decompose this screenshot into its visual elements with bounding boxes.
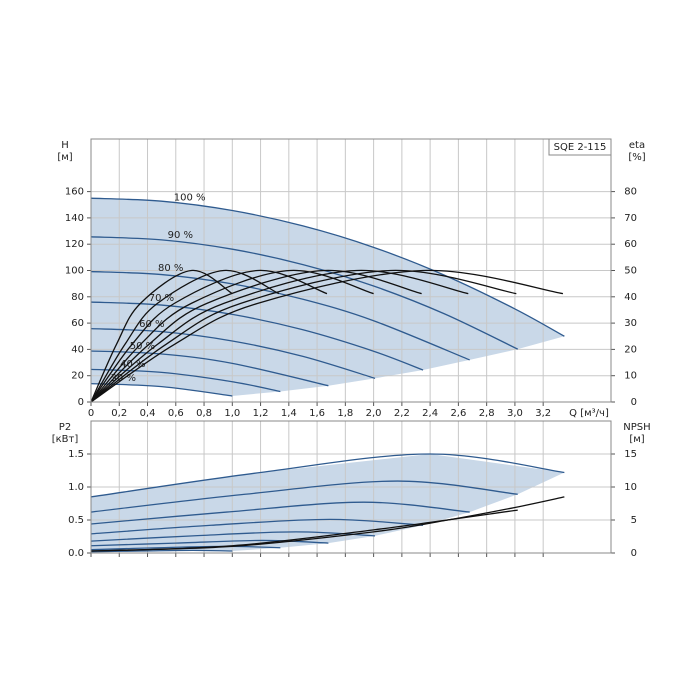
secondary-curve	[90, 509, 518, 552]
curve	[90, 327, 376, 379]
curve	[90, 549, 233, 553]
x-axis-label: Q [м³/ч]	[569, 408, 609, 419]
x-tick-label: 3,0	[507, 408, 523, 419]
plot-border	[90, 138, 612, 403]
y2-tick-label: 10	[624, 482, 637, 493]
y-tick-label: 1.0	[68, 482, 84, 493]
y2-tick-label: 60	[624, 239, 637, 250]
x-tick-label: 2,8	[479, 408, 495, 419]
y-tick-label: 60	[71, 318, 84, 329]
x-tick-label: 2,6	[450, 408, 466, 419]
y2-axis-unit: [м]	[629, 434, 644, 445]
x-tick-label: 3,2	[535, 408, 551, 419]
chart-title: SQE 2-115	[554, 142, 607, 153]
y-tick-label: 1.5	[68, 449, 84, 460]
y-axis-unit: [кВт]	[52, 434, 79, 445]
x-tick-label: 0,6	[168, 408, 184, 419]
x-tick-label: 0,8	[196, 408, 212, 419]
x-tick-label: 1,8	[337, 408, 353, 419]
curve	[90, 453, 565, 498]
speed-label: 70 %	[149, 293, 174, 304]
curve	[90, 368, 281, 393]
y2-tick-label: 0	[631, 548, 637, 559]
y-axis-label: H	[61, 140, 69, 151]
title-box	[548, 138, 612, 156]
x-tick-label: 1,4	[281, 408, 297, 419]
secondary-curve	[90, 269, 517, 403]
operating-area	[91, 454, 565, 552]
x-tick-label: 0,4	[140, 408, 156, 419]
speed-label: 60 %	[139, 319, 164, 330]
speed-label: 90 %	[168, 230, 193, 241]
y-tick-label: 140	[65, 213, 84, 224]
speed-label: 100 %	[174, 192, 206, 203]
y2-axis-unit: [%]	[628, 152, 645, 163]
y2-axis-label: NPSH	[623, 422, 650, 433]
secondary-curve	[90, 269, 564, 403]
y-tick-label: 0.0	[68, 548, 84, 559]
secondary-curve	[90, 269, 374, 403]
x-tick-label: 2,2	[394, 408, 410, 419]
y2-tick-label: 20	[624, 344, 637, 355]
y2-tick-label: 30	[624, 318, 637, 329]
y2-axis-label: eta	[629, 140, 645, 151]
curve	[90, 236, 519, 350]
curve	[90, 518, 424, 535]
y2-tick-label: 5	[631, 515, 637, 526]
curve	[90, 531, 376, 542]
x-tick-label: 1,2	[253, 408, 269, 419]
curve	[90, 197, 565, 337]
y2-tick-label: 70	[624, 213, 637, 224]
plot-border	[90, 420, 612, 554]
y-tick-label: 80	[71, 292, 84, 303]
y-axis-unit: [м]	[57, 152, 72, 163]
secondary-curve	[90, 269, 328, 403]
y2-tick-label: 80	[624, 187, 637, 198]
y-axis-label: P2	[59, 422, 71, 433]
secondary-curve	[90, 269, 280, 403]
x-tick-label: 0,2	[111, 408, 127, 419]
secondary-curve	[90, 269, 233, 403]
y-tick-label: 100	[65, 266, 84, 277]
y-tick-label: 0.5	[68, 515, 84, 526]
secondary-curve	[90, 269, 422, 403]
curve	[90, 382, 233, 397]
y2-tick-label: 50	[624, 266, 637, 277]
y-tick-label: 160	[65, 187, 84, 198]
x-tick-label: 1,0	[224, 408, 240, 419]
curve	[90, 301, 424, 371]
x-tick-label: 1,6	[309, 408, 325, 419]
curve	[90, 350, 329, 387]
y2-tick-label: 0	[631, 397, 637, 408]
x-tick-label: 0	[88, 408, 94, 419]
y2-tick-label: 15	[624, 449, 637, 460]
y2-tick-label: 40	[624, 292, 637, 303]
y-tick-label: 20	[71, 371, 84, 382]
y-tick-label: 0	[78, 397, 84, 408]
speed-label: 80 %	[158, 263, 183, 274]
y-tick-label: 40	[71, 344, 84, 355]
secondary-curve	[90, 269, 469, 403]
y2-tick-label: 10	[624, 371, 637, 382]
curve	[90, 545, 281, 551]
curve	[90, 539, 329, 547]
speed-label: 50 %	[130, 341, 155, 352]
y-tick-label: 120	[65, 239, 84, 250]
x-tick-label: 2,4	[422, 408, 438, 419]
x-tick-label: 2,0	[366, 408, 382, 419]
curve	[90, 480, 518, 513]
curve	[90, 501, 470, 525]
